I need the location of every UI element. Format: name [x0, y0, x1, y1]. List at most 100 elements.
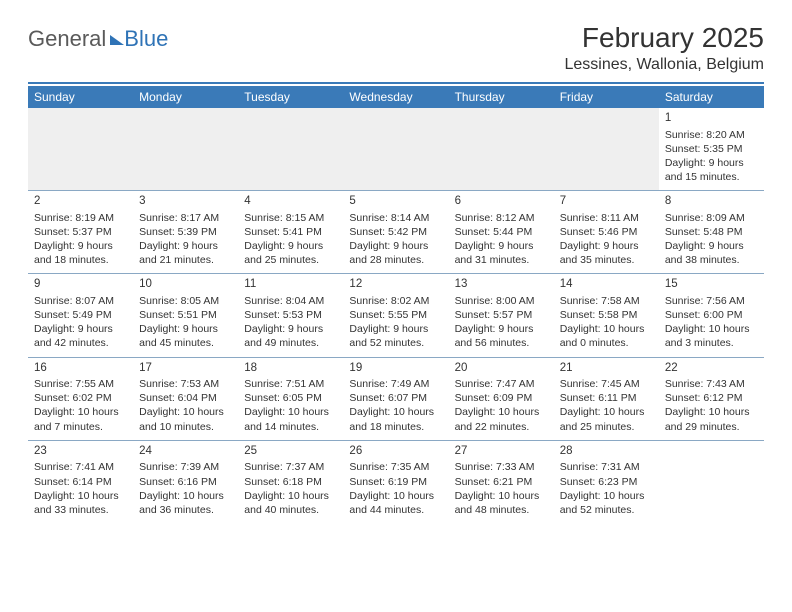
- calendar-cell: 20Sunrise: 7:47 AMSunset: 6:09 PMDayligh…: [449, 357, 554, 440]
- location-label: Lessines, Wallonia, Belgium: [565, 56, 765, 74]
- sunrise-text: Sunrise: 7:56 AM: [665, 294, 758, 308]
- daylight-text: Daylight: 9 hours and 28 minutes.: [349, 239, 442, 267]
- sunrise-text: Sunrise: 7:41 AM: [34, 460, 127, 474]
- calendar-cell: [133, 108, 238, 191]
- daylight-text: Daylight: 10 hours and 14 minutes.: [244, 405, 337, 433]
- sunrise-text: Sunrise: 7:37 AM: [244, 460, 337, 474]
- calendar-week-row: 1Sunrise: 8:20 AMSunset: 5:35 PMDaylight…: [28, 108, 764, 191]
- sunrise-text: Sunrise: 7:49 AM: [349, 377, 442, 391]
- sunset-text: Sunset: 6:00 PM: [665, 308, 758, 322]
- daylight-text: Daylight: 10 hours and 22 minutes.: [455, 405, 548, 433]
- day-number: 14: [560, 277, 653, 293]
- calendar-week-row: 2Sunrise: 8:19 AMSunset: 5:37 PMDaylight…: [28, 191, 764, 274]
- day-number: 5: [349, 194, 442, 210]
- sunset-text: Sunset: 6:18 PM: [244, 475, 337, 489]
- daylight-text: Daylight: 10 hours and 40 minutes.: [244, 489, 337, 517]
- daylight-text: Daylight: 10 hours and 7 minutes.: [34, 405, 127, 433]
- sunrise-text: Sunrise: 7:35 AM: [349, 460, 442, 474]
- calendar-cell: 13Sunrise: 8:00 AMSunset: 5:57 PMDayligh…: [449, 274, 554, 357]
- day-number: 24: [139, 444, 232, 460]
- day-number: 6: [455, 194, 548, 210]
- calendar-cell: 25Sunrise: 7:37 AMSunset: 6:18 PMDayligh…: [238, 440, 343, 523]
- logo-text-blue: Blue: [124, 26, 168, 52]
- day-number: 13: [455, 277, 548, 293]
- calendar-cell: [449, 108, 554, 191]
- day-number: 27: [455, 444, 548, 460]
- sunset-text: Sunset: 5:57 PM: [455, 308, 548, 322]
- daylight-text: Daylight: 9 hours and 52 minutes.: [349, 322, 442, 350]
- calendar-cell: [343, 108, 448, 191]
- calendar-cell: 14Sunrise: 7:58 AMSunset: 5:58 PMDayligh…: [554, 274, 659, 357]
- day-number: 16: [34, 361, 127, 377]
- calendar-table: Sunday Monday Tuesday Wednesday Thursday…: [28, 86, 764, 523]
- sunrise-text: Sunrise: 7:51 AM: [244, 377, 337, 391]
- sunrise-text: Sunrise: 8:04 AM: [244, 294, 337, 308]
- day-number: 17: [139, 361, 232, 377]
- daylight-text: Daylight: 10 hours and 33 minutes.: [34, 489, 127, 517]
- calendar-cell: 1Sunrise: 8:20 AMSunset: 5:35 PMDaylight…: [659, 108, 764, 191]
- sunset-text: Sunset: 5:53 PM: [244, 308, 337, 322]
- sunrise-text: Sunrise: 8:12 AM: [455, 211, 548, 225]
- sunset-text: Sunset: 6:12 PM: [665, 391, 758, 405]
- day-number: 12: [349, 277, 442, 293]
- daylight-text: Daylight: 10 hours and 29 minutes.: [665, 405, 758, 433]
- day-number: 8: [665, 194, 758, 210]
- sunset-text: Sunset: 6:16 PM: [139, 475, 232, 489]
- day-header: Friday: [554, 86, 659, 108]
- daylight-text: Daylight: 10 hours and 25 minutes.: [560, 405, 653, 433]
- sunrise-text: Sunrise: 8:17 AM: [139, 211, 232, 225]
- daylight-text: Daylight: 10 hours and 44 minutes.: [349, 489, 442, 517]
- day-number: 3: [139, 194, 232, 210]
- calendar-cell: 10Sunrise: 8:05 AMSunset: 5:51 PMDayligh…: [133, 274, 238, 357]
- calendar-week-row: 23Sunrise: 7:41 AMSunset: 6:14 PMDayligh…: [28, 440, 764, 523]
- daylight-text: Daylight: 9 hours and 18 minutes.: [34, 239, 127, 267]
- sunrise-text: Sunrise: 8:19 AM: [34, 211, 127, 225]
- daylight-text: Daylight: 10 hours and 3 minutes.: [665, 322, 758, 350]
- daylight-text: Daylight: 9 hours and 56 minutes.: [455, 322, 548, 350]
- daylight-text: Daylight: 9 hours and 35 minutes.: [560, 239, 653, 267]
- calendar-cell: 11Sunrise: 8:04 AMSunset: 5:53 PMDayligh…: [238, 274, 343, 357]
- daylight-text: Daylight: 10 hours and 36 minutes.: [139, 489, 232, 517]
- calendar-cell: 2Sunrise: 8:19 AMSunset: 5:37 PMDaylight…: [28, 191, 133, 274]
- calendar-cell: 28Sunrise: 7:31 AMSunset: 6:23 PMDayligh…: [554, 440, 659, 523]
- title-block: February 2025 Lessines, Wallonia, Belgiu…: [565, 22, 765, 74]
- header: General Blue February 2025 Lessines, Wal…: [28, 22, 764, 74]
- daylight-text: Daylight: 10 hours and 48 minutes.: [455, 489, 548, 517]
- calendar-week-row: 9Sunrise: 8:07 AMSunset: 5:49 PMDaylight…: [28, 274, 764, 357]
- sunrise-text: Sunrise: 7:39 AM: [139, 460, 232, 474]
- sunset-text: Sunset: 6:05 PM: [244, 391, 337, 405]
- sunrise-text: Sunrise: 7:47 AM: [455, 377, 548, 391]
- daylight-text: Daylight: 10 hours and 52 minutes.: [560, 489, 653, 517]
- day-number: 19: [349, 361, 442, 377]
- sunset-text: Sunset: 6:11 PM: [560, 391, 653, 405]
- calendar-cell: 21Sunrise: 7:45 AMSunset: 6:11 PMDayligh…: [554, 357, 659, 440]
- day-number: 1: [665, 111, 758, 127]
- calendar-cell: 7Sunrise: 8:11 AMSunset: 5:46 PMDaylight…: [554, 191, 659, 274]
- calendar-cell: 26Sunrise: 7:35 AMSunset: 6:19 PMDayligh…: [343, 440, 448, 523]
- day-header-row: Sunday Monday Tuesday Wednesday Thursday…: [28, 86, 764, 108]
- daylight-text: Daylight: 9 hours and 15 minutes.: [665, 156, 758, 184]
- sunset-text: Sunset: 5:55 PM: [349, 308, 442, 322]
- sunrise-text: Sunrise: 7:58 AM: [560, 294, 653, 308]
- sunset-text: Sunset: 6:02 PM: [34, 391, 127, 405]
- calendar-cell: 22Sunrise: 7:43 AMSunset: 6:12 PMDayligh…: [659, 357, 764, 440]
- sunset-text: Sunset: 5:51 PM: [139, 308, 232, 322]
- sunrise-text: Sunrise: 7:53 AM: [139, 377, 232, 391]
- day-number: 25: [244, 444, 337, 460]
- daylight-text: Daylight: 9 hours and 25 minutes.: [244, 239, 337, 267]
- day-number: 28: [560, 444, 653, 460]
- day-number: 21: [560, 361, 653, 377]
- sunrise-text: Sunrise: 8:00 AM: [455, 294, 548, 308]
- day-header: Thursday: [449, 86, 554, 108]
- day-number: 10: [139, 277, 232, 293]
- daylight-text: Daylight: 10 hours and 10 minutes.: [139, 405, 232, 433]
- day-number: 4: [244, 194, 337, 210]
- calendar-cell: [659, 440, 764, 523]
- calendar-cell: 15Sunrise: 7:56 AMSunset: 6:00 PMDayligh…: [659, 274, 764, 357]
- day-number: 15: [665, 277, 758, 293]
- day-number: 26: [349, 444, 442, 460]
- sunset-text: Sunset: 6:23 PM: [560, 475, 653, 489]
- calendar-cell: 5Sunrise: 8:14 AMSunset: 5:42 PMDaylight…: [343, 191, 448, 274]
- day-number: 11: [244, 277, 337, 293]
- calendar-cell: 12Sunrise: 8:02 AMSunset: 5:55 PMDayligh…: [343, 274, 448, 357]
